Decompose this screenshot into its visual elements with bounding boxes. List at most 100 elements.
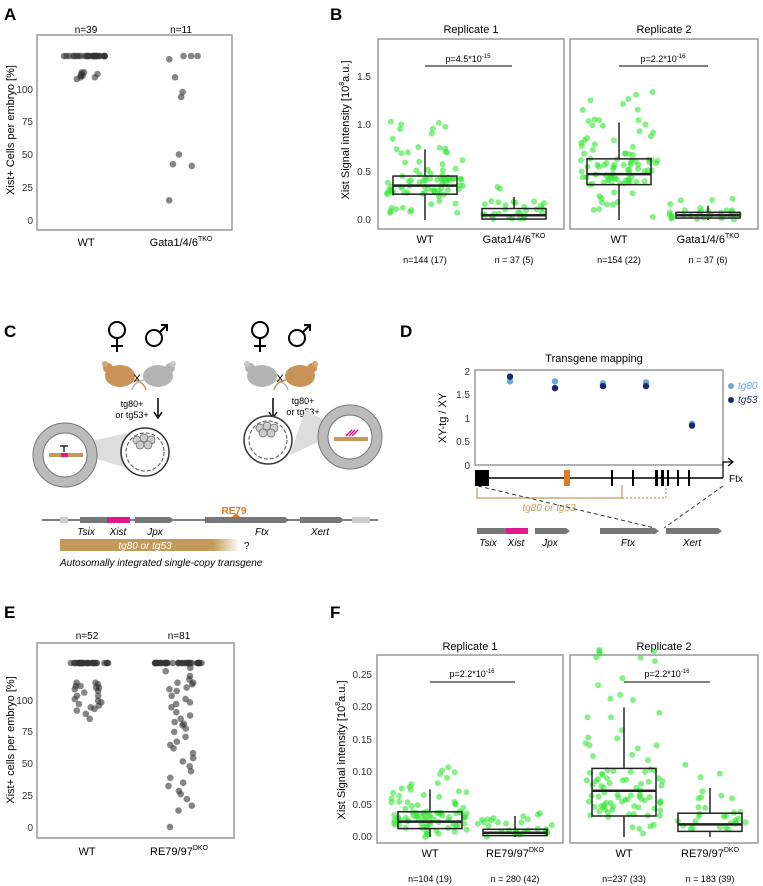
data-point bbox=[496, 185, 503, 192]
data-point bbox=[596, 808, 603, 815]
n-label: n=81 bbox=[168, 631, 191, 642]
data-point bbox=[584, 714, 591, 721]
data-point bbox=[635, 161, 642, 168]
data-point bbox=[170, 728, 178, 736]
data-point bbox=[434, 809, 440, 816]
gene-label: Ftx bbox=[255, 527, 270, 538]
data-point bbox=[387, 118, 394, 125]
y-tick-label: 100 bbox=[16, 85, 33, 96]
data-point bbox=[623, 776, 630, 783]
data-point bbox=[158, 659, 165, 667]
data-point bbox=[608, 178, 615, 185]
gene-xert bbox=[300, 517, 344, 523]
data-point bbox=[641, 178, 648, 185]
data-point bbox=[620, 162, 627, 168]
data-point bbox=[548, 822, 555, 828]
data-point bbox=[415, 144, 422, 151]
y-tick-label: 0.20 bbox=[353, 702, 373, 713]
data-point bbox=[428, 201, 435, 208]
data-point bbox=[71, 685, 79, 693]
data-point bbox=[541, 200, 547, 207]
data-point bbox=[607, 800, 614, 806]
gene-label: Tsix bbox=[479, 538, 497, 549]
data-point bbox=[720, 813, 727, 820]
zoom-guide bbox=[477, 485, 656, 529]
data-point bbox=[633, 91, 640, 98]
n-label: n=52 bbox=[76, 631, 99, 642]
data-point bbox=[410, 812, 417, 819]
data-point bbox=[186, 712, 194, 719]
data-point bbox=[404, 149, 411, 156]
data-point bbox=[442, 148, 449, 155]
data-point bbox=[638, 780, 644, 787]
panel-letter-f: F bbox=[330, 603, 340, 622]
data-point bbox=[503, 820, 509, 827]
data-point bbox=[386, 186, 393, 193]
plot-frame bbox=[36, 34, 233, 231]
gene-label: Jpx bbox=[146, 527, 164, 538]
y-tick-label: 0.00 bbox=[353, 832, 373, 843]
data-point bbox=[165, 197, 173, 204]
data-point bbox=[695, 804, 702, 810]
data-point bbox=[520, 813, 527, 820]
data-point bbox=[636, 128, 643, 135]
repression-icon bbox=[60, 445, 68, 452]
data-point bbox=[428, 130, 435, 137]
data-point bbox=[611, 137, 617, 144]
data-point bbox=[698, 208, 705, 215]
data-point bbox=[735, 815, 742, 822]
data-point bbox=[696, 811, 703, 817]
data-point bbox=[436, 197, 443, 204]
data-point bbox=[578, 168, 585, 175]
data-point bbox=[404, 799, 411, 806]
data-point bbox=[656, 709, 663, 716]
n-label: n = 37 (5) bbox=[495, 255, 534, 265]
data-point bbox=[189, 754, 197, 762]
female-mouse-icon bbox=[102, 361, 147, 391]
arrow-head-icon bbox=[153, 411, 163, 420]
y-tick-label: 0.10 bbox=[353, 767, 373, 778]
data-point bbox=[71, 695, 79, 703]
data-point bbox=[421, 815, 427, 822]
data-point bbox=[622, 150, 629, 157]
data-point bbox=[434, 176, 441, 183]
data-point bbox=[642, 121, 649, 128]
data-point bbox=[636, 825, 643, 832]
data-point bbox=[173, 687, 180, 695]
data-point bbox=[396, 792, 403, 799]
y-tick-label: 75 bbox=[22, 727, 34, 738]
data-point bbox=[182, 733, 189, 741]
data-point bbox=[408, 207, 415, 213]
data-point bbox=[187, 52, 195, 60]
data-point bbox=[490, 815, 497, 822]
data-point bbox=[603, 160, 610, 166]
data-point bbox=[165, 782, 172, 790]
data-point bbox=[709, 197, 716, 203]
data-point bbox=[595, 682, 602, 689]
data-point bbox=[599, 382, 607, 390]
data-point bbox=[167, 774, 174, 782]
data-point bbox=[594, 161, 601, 168]
x-tick-label: Gata1/4/6TKO bbox=[150, 236, 213, 249]
data-point bbox=[452, 165, 459, 172]
data-point bbox=[175, 807, 182, 814]
panel-e: E Xist+ cells per embryo [%] 0 25 50 75 … bbox=[4, 603, 235, 858]
y-tick-label: 0.25 bbox=[353, 670, 373, 681]
data-point bbox=[536, 810, 543, 817]
data-point bbox=[195, 659, 203, 667]
data-point bbox=[502, 202, 509, 209]
y-tick-label: 0 bbox=[464, 461, 470, 472]
data-point bbox=[646, 794, 653, 801]
data-point bbox=[393, 146, 400, 153]
data-point bbox=[463, 789, 470, 796]
data-point bbox=[398, 150, 405, 157]
legend-dot bbox=[728, 383, 734, 389]
data-point bbox=[655, 775, 662, 782]
data-point bbox=[390, 789, 397, 796]
data-point bbox=[600, 784, 607, 791]
data-point bbox=[94, 692, 102, 700]
cross-symbol: X bbox=[133, 373, 141, 385]
data-point bbox=[175, 659, 183, 667]
data-point bbox=[593, 778, 600, 785]
data-point bbox=[596, 193, 603, 200]
